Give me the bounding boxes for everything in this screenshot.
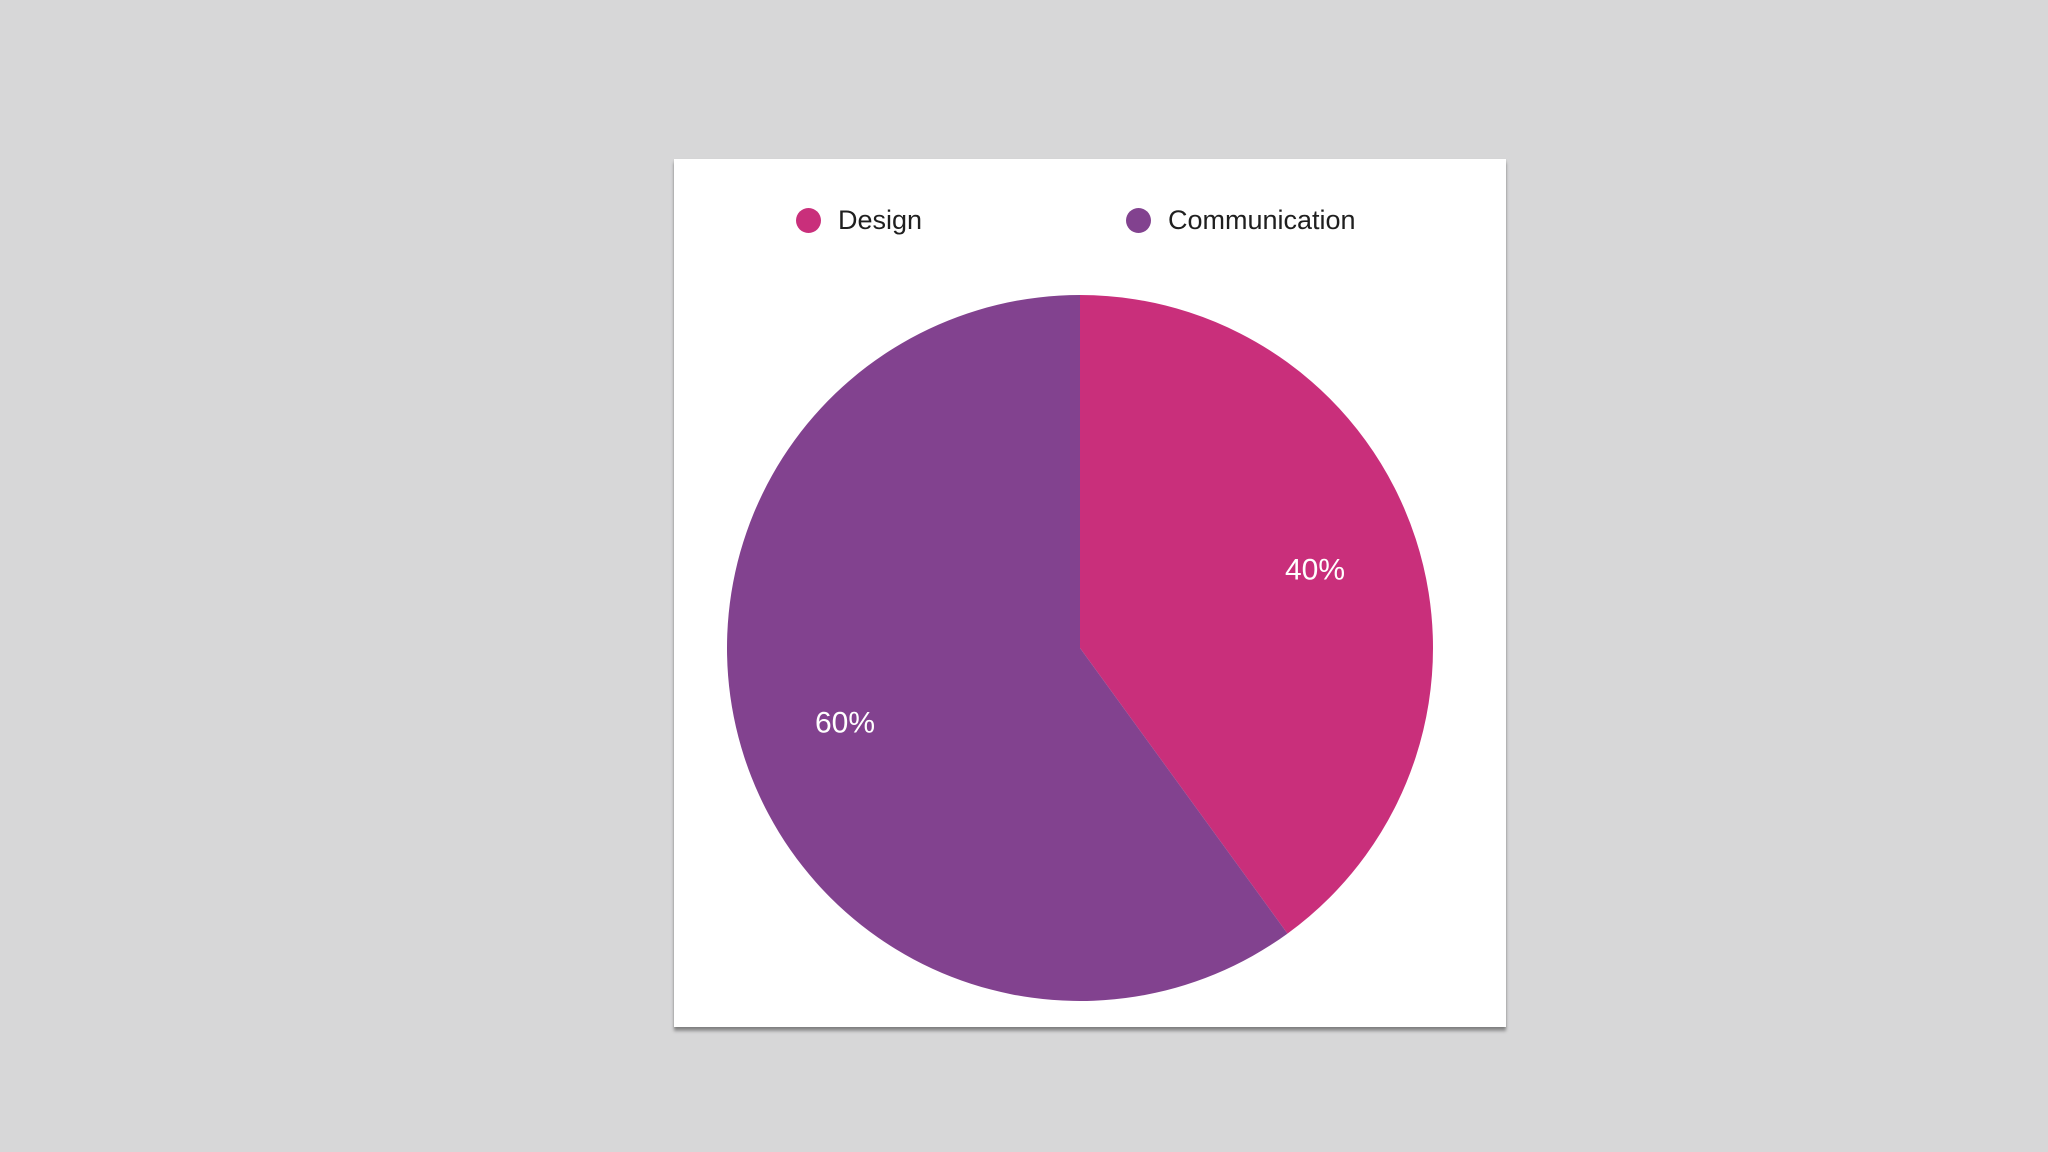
- pie-slice-communication: [727, 295, 1288, 1001]
- chart-card: Design Communication 40% 60%: [674, 159, 1506, 1027]
- pie-chart: 40% 60%: [727, 295, 1433, 1001]
- legend-swatch-communication: [1126, 207, 1151, 233]
- legend-item-communication: Communication: [1126, 195, 1356, 245]
- legend-item-design: Design: [796, 195, 922, 245]
- slice-label-design: 40%: [1285, 554, 1345, 587]
- legend-label-design: Design: [838, 204, 923, 235]
- legend-swatch-design: [796, 207, 821, 233]
- pie-slice-design: [1080, 295, 1433, 934]
- legend-label-communication: Communication: [1168, 204, 1356, 235]
- slice-label-communication: 60%: [815, 706, 875, 739]
- chart-legend: Design Communication: [674, 195, 1506, 245]
